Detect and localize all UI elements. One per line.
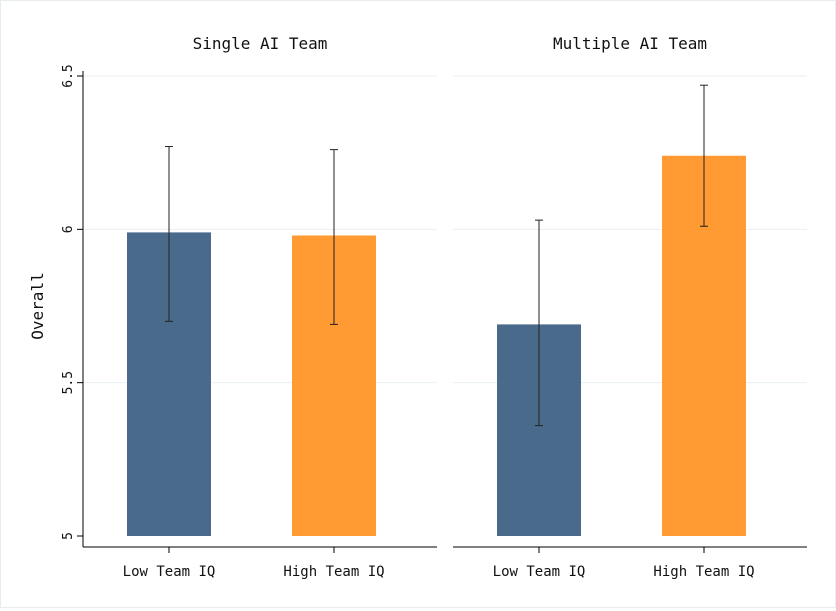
y-tick-label: 5.5 (61, 371, 76, 394)
y-tick-label: 5 (61, 532, 76, 540)
x-tick-label: Low Team IQ (493, 564, 586, 580)
x-tick-label: High Team IQ (283, 564, 384, 580)
x-tick-label: High Team IQ (653, 564, 754, 580)
x-tick-label: Low Team IQ (123, 564, 216, 580)
panel-title: Multiple AI Team (553, 34, 707, 53)
panel-title: Single AI Team (193, 34, 328, 53)
y-axis-title: Overall (28, 272, 47, 339)
y-tick-label: 6.5 (61, 64, 76, 87)
y-tick-label: 6 (61, 225, 76, 233)
